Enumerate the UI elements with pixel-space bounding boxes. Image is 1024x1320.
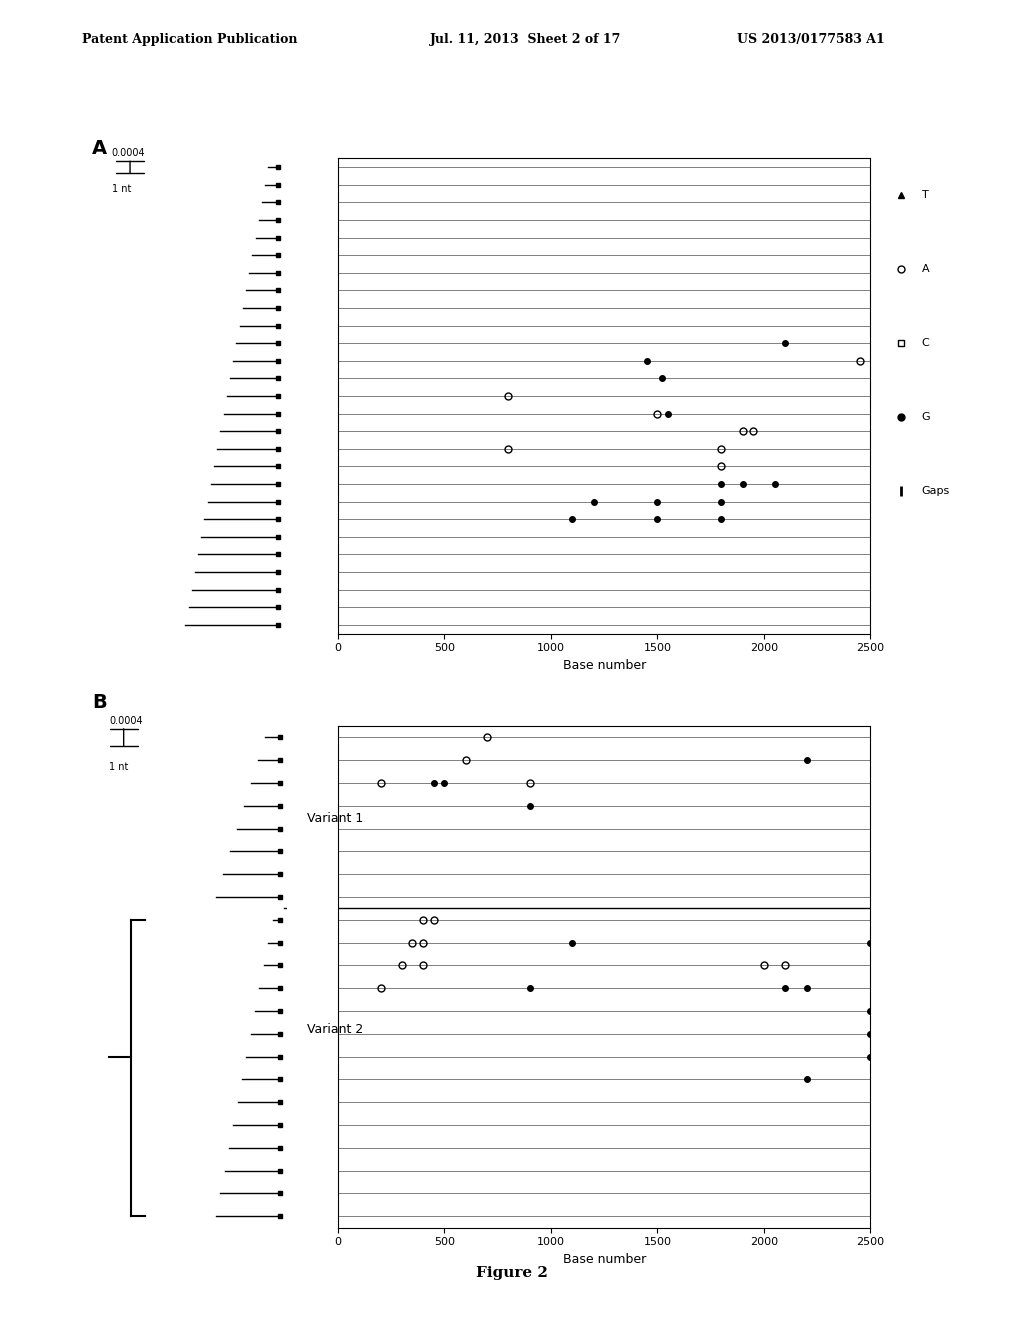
- Text: B: B: [92, 693, 106, 711]
- Text: Variant 1: Variant 1: [307, 812, 364, 825]
- Text: A: A: [922, 264, 929, 275]
- Text: T: T: [922, 190, 929, 201]
- X-axis label: Base number: Base number: [562, 1253, 646, 1266]
- X-axis label: Base number: Base number: [562, 659, 646, 672]
- Text: 0.0004: 0.0004: [112, 148, 145, 158]
- Text: G: G: [922, 412, 930, 422]
- Text: C: C: [922, 338, 930, 348]
- Text: 0.0004: 0.0004: [110, 715, 143, 726]
- Text: A: A: [92, 139, 108, 157]
- Text: Patent Application Publication: Patent Application Publication: [82, 33, 297, 46]
- Text: Gaps: Gaps: [922, 486, 950, 496]
- Text: 1 nt: 1 nt: [112, 183, 131, 194]
- Text: Variant 2: Variant 2: [307, 1023, 364, 1036]
- Text: US 2013/0177583 A1: US 2013/0177583 A1: [737, 33, 885, 46]
- Text: 1 nt: 1 nt: [110, 762, 129, 772]
- Text: Figure 2: Figure 2: [476, 1266, 548, 1280]
- Text: Jul. 11, 2013  Sheet 2 of 17: Jul. 11, 2013 Sheet 2 of 17: [430, 33, 622, 46]
